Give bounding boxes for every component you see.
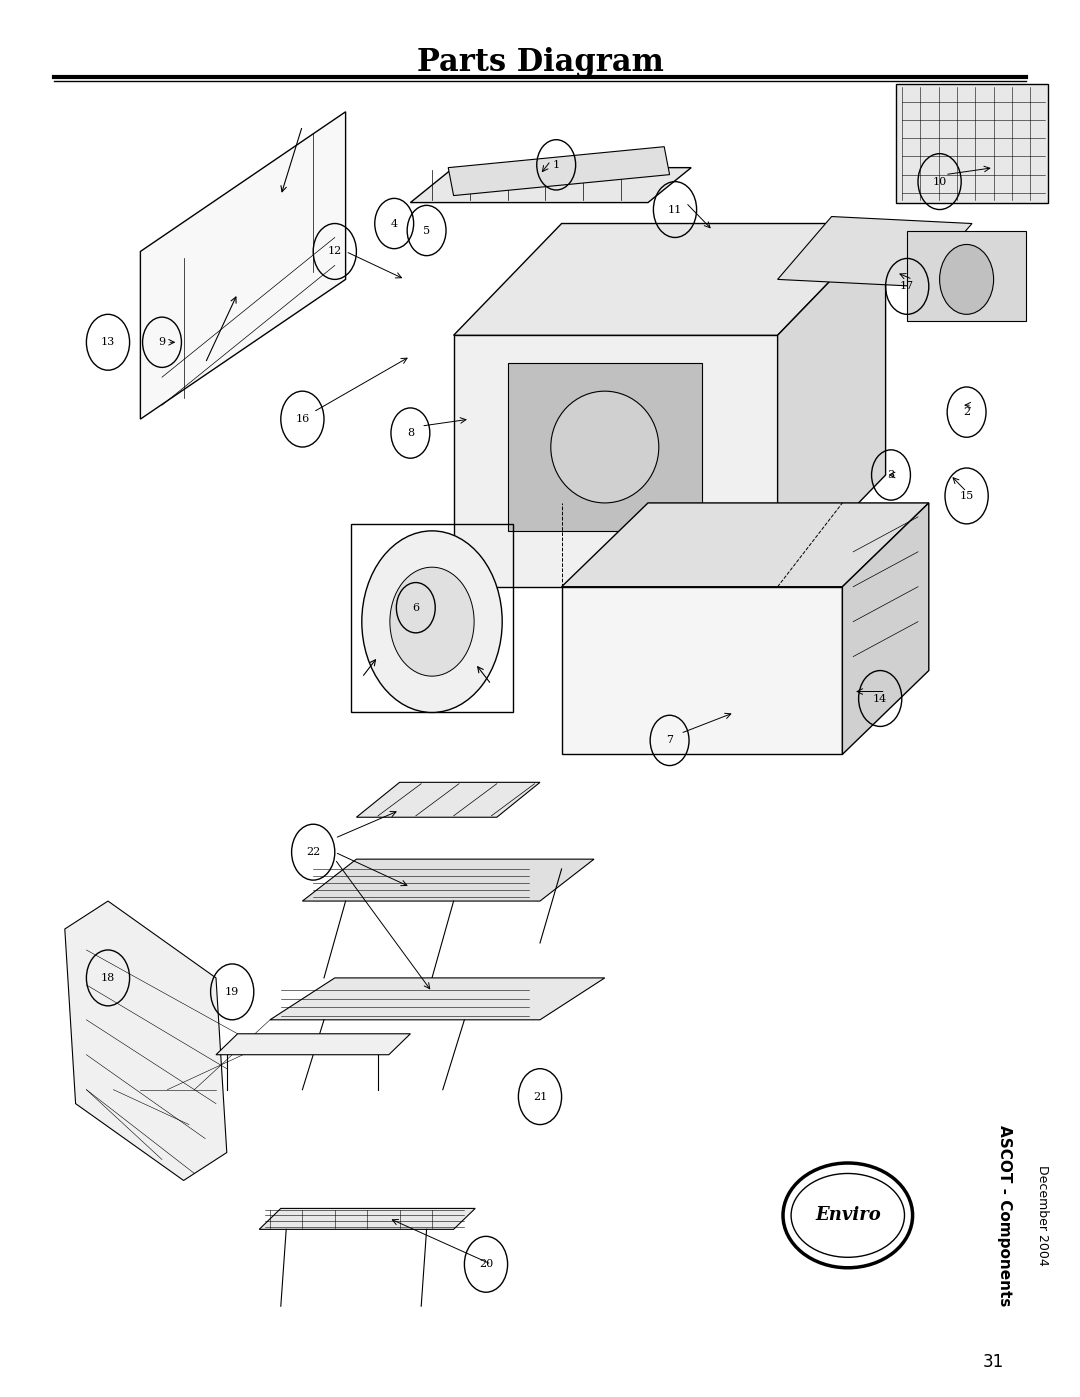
Polygon shape	[562, 503, 929, 587]
Text: 21: 21	[532, 1091, 548, 1102]
Polygon shape	[356, 782, 540, 817]
Circle shape	[390, 567, 474, 676]
Polygon shape	[896, 84, 1048, 203]
Text: ASCOT - Components: ASCOT - Components	[997, 1125, 1012, 1306]
Text: 15: 15	[959, 490, 974, 502]
Text: 10: 10	[932, 176, 947, 187]
Text: Enviro: Enviro	[815, 1207, 880, 1224]
Polygon shape	[778, 224, 886, 587]
Text: 9: 9	[159, 337, 165, 348]
Text: 16: 16	[295, 414, 310, 425]
Polygon shape	[448, 147, 670, 196]
Polygon shape	[454, 224, 886, 335]
Text: 18: 18	[100, 972, 116, 983]
Polygon shape	[410, 168, 691, 203]
Text: 2: 2	[963, 407, 970, 418]
Text: 8: 8	[407, 427, 414, 439]
Polygon shape	[778, 217, 972, 286]
Polygon shape	[842, 503, 929, 754]
Text: 14: 14	[873, 693, 888, 704]
Circle shape	[940, 244, 994, 314]
Ellipse shape	[791, 1173, 905, 1257]
Text: 13: 13	[100, 337, 116, 348]
Text: 17: 17	[900, 281, 915, 292]
Text: 1: 1	[553, 159, 559, 170]
Text: 4: 4	[391, 218, 397, 229]
Ellipse shape	[551, 391, 659, 503]
Text: 7: 7	[666, 735, 673, 746]
Text: 11: 11	[667, 204, 683, 215]
Polygon shape	[65, 901, 227, 1180]
Polygon shape	[270, 978, 605, 1020]
Text: 6: 6	[413, 602, 419, 613]
Polygon shape	[454, 335, 778, 587]
Text: 12: 12	[327, 246, 342, 257]
Polygon shape	[140, 112, 346, 419]
Polygon shape	[302, 859, 594, 901]
Text: 20: 20	[478, 1259, 494, 1270]
Polygon shape	[259, 1208, 475, 1229]
Text: Parts Diagram: Parts Diagram	[417, 47, 663, 78]
Text: December 2004: December 2004	[1036, 1165, 1049, 1266]
Text: 31: 31	[983, 1354, 1004, 1370]
Polygon shape	[508, 363, 702, 531]
Text: 19: 19	[225, 986, 240, 997]
Text: 22: 22	[306, 847, 321, 858]
Circle shape	[362, 531, 502, 712]
Ellipse shape	[783, 1162, 913, 1268]
Text: 3: 3	[888, 469, 894, 481]
Polygon shape	[562, 587, 842, 754]
Polygon shape	[216, 1034, 410, 1055]
Text: 5: 5	[423, 225, 430, 236]
Polygon shape	[907, 231, 1026, 321]
